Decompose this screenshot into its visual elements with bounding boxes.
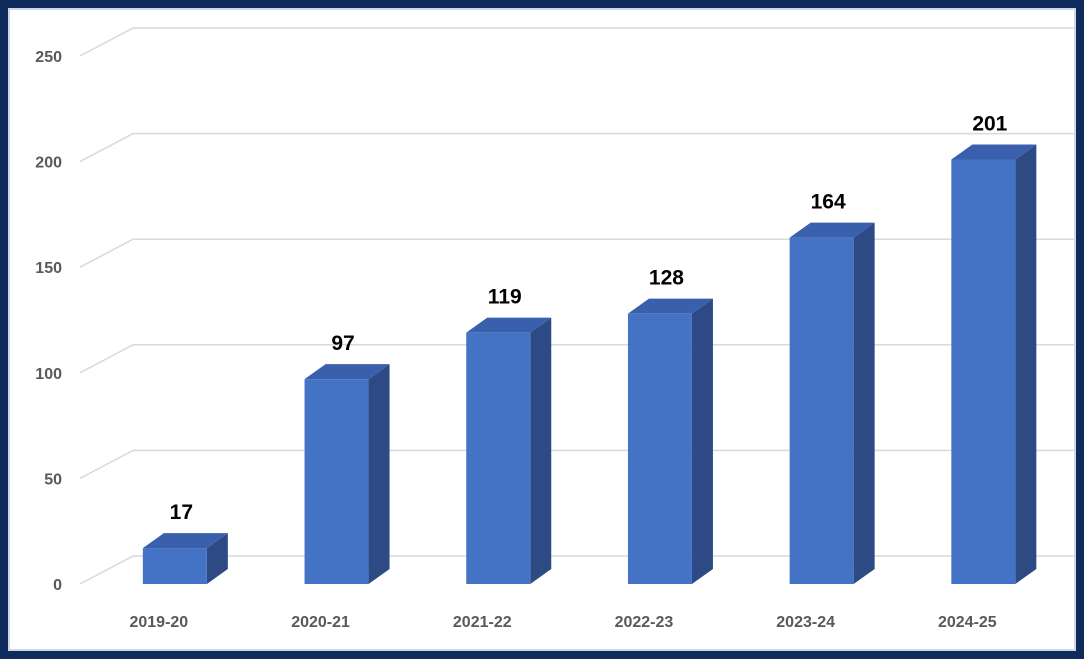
bar-side <box>530 317 552 584</box>
bar-side <box>1015 144 1037 584</box>
bar-front <box>789 237 854 584</box>
bar <box>466 317 552 584</box>
bar-side <box>853 222 875 584</box>
x-tick-label: 2021-22 <box>453 614 512 631</box>
x-tick-label: 2019-20 <box>129 614 188 631</box>
gridline <box>79 449 1074 480</box>
bar-front <box>951 159 1016 584</box>
bar-side <box>368 364 390 584</box>
y-tick-label: 200 <box>35 155 62 172</box>
x-tick-label: 2024-25 <box>938 614 997 631</box>
x-axis-tick-labels: 2019-20 2020-21 2021-22 2022-23 2023-24 2024-… <box>129 614 996 631</box>
data-labels: 17 97 119 128 164 201 <box>170 112 1008 524</box>
data-label: 17 <box>170 501 193 524</box>
data-label: 97 <box>331 332 354 355</box>
bar-front <box>142 548 207 584</box>
x-tick-label: 2022-23 <box>615 614 674 631</box>
data-label: 164 <box>811 191 846 214</box>
bar-top <box>627 298 713 314</box>
bars <box>142 144 1037 584</box>
bar-top <box>142 533 228 549</box>
bar <box>789 222 875 584</box>
bar-top <box>789 222 875 238</box>
data-label: 128 <box>649 267 684 290</box>
gridlines <box>79 27 1074 585</box>
gridline <box>79 344 1074 374</box>
bar <box>142 533 228 584</box>
bar <box>627 298 713 584</box>
y-tick-label: 50 <box>44 471 62 488</box>
bar-side <box>691 298 713 584</box>
gridline <box>79 555 1074 585</box>
data-label: 119 <box>488 286 522 309</box>
y-tick-label: 0 <box>53 577 62 594</box>
x-tick-label: 2023-24 <box>776 614 835 631</box>
gridline <box>79 238 1074 268</box>
gridline <box>79 132 1074 163</box>
y-tick-label: 250 <box>35 49 62 66</box>
data-label: 201 <box>972 112 1007 135</box>
y-tick-label: 150 <box>35 260 62 277</box>
y-tick-label: 100 <box>35 366 62 383</box>
bar-top <box>304 364 390 380</box>
bar-front <box>627 313 692 584</box>
bar-top <box>466 317 552 333</box>
bar-side <box>206 533 228 584</box>
bar-front <box>304 379 369 584</box>
gridline <box>79 27 1074 57</box>
bar <box>304 364 390 584</box>
bar-front <box>466 332 531 584</box>
bar <box>951 144 1037 584</box>
x-tick-label: 2020-21 <box>291 614 350 631</box>
bar-top <box>951 144 1037 160</box>
y-axis-tick-labels: 0 50 100 150 200 250 <box>35 49 62 594</box>
